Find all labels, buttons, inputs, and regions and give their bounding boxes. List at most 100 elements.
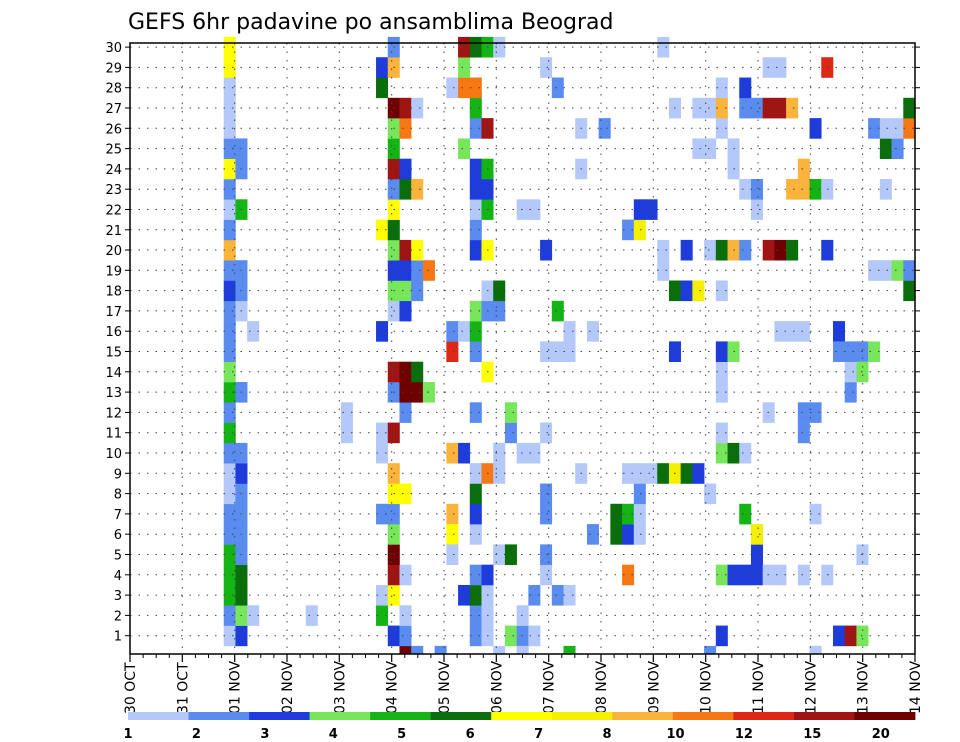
colorbar-swatch	[128, 712, 189, 720]
heatmap-cell	[469, 219, 482, 241]
heatmap-cell	[622, 503, 635, 525]
heatmap-cell	[223, 57, 236, 78]
heatmap-cell	[551, 584, 564, 606]
heatmap-cell	[376, 584, 389, 606]
heatmap-cell	[528, 625, 541, 647]
y-tick-label: 14	[105, 366, 122, 381]
heatmap-cell	[715, 361, 728, 383]
heatmap-cell	[376, 442, 389, 464]
y-tick-label: 12	[105, 406, 122, 421]
y-tick-label: 27	[105, 102, 122, 117]
heatmap-cell	[844, 341, 857, 362]
heatmap-cell	[657, 239, 670, 261]
colorbar-swatch	[188, 712, 250, 720]
heatmap-cell	[223, 544, 236, 565]
heatmap-cell	[469, 605, 482, 626]
heatmap-cell	[376, 422, 389, 444]
heatmap-cell	[715, 280, 728, 302]
heatmap-cell	[493, 300, 506, 322]
heatmap-cell	[633, 463, 646, 484]
heatmap-cell	[680, 280, 693, 302]
y-tick-label: 29	[105, 61, 122, 76]
heatmap-cell	[247, 605, 260, 626]
heatmap-cell	[469, 483, 482, 505]
x-tick-label: 10 NOV	[699, 660, 715, 714]
heatmap-cell	[633, 503, 646, 525]
colorbar-label: 20	[872, 727, 890, 742]
colorbar-label: 7	[534, 727, 543, 742]
heatmap-cell	[645, 199, 658, 220]
heatmap-cell	[715, 239, 728, 261]
colorbar-swatch	[854, 712, 916, 720]
heatmap-cell	[622, 524, 635, 545]
dotted-grid	[130, 43, 915, 654]
heatmap-cell	[786, 321, 799, 342]
heatmap-cell	[797, 564, 810, 586]
heatmap-cell	[493, 645, 506, 655]
colorbar-swatch	[733, 712, 795, 720]
heatmap-cell	[469, 321, 482, 342]
heatmap-cell	[411, 645, 424, 655]
heatmap-cell	[223, 483, 236, 505]
heatmap-cell	[844, 361, 857, 383]
x-tick-label: 31 OCT	[175, 662, 191, 714]
heatmap-cell	[458, 57, 471, 78]
x-tick-label: 11 NOV	[751, 660, 767, 714]
x-tick-label: 04 NOV	[385, 660, 401, 714]
heatmap-cell	[399, 483, 412, 505]
heatmap-cell	[879, 138, 892, 160]
heatmap-cell	[376, 219, 389, 241]
heatmap-cell	[223, 584, 236, 606]
colorbar-swatch	[612, 712, 674, 720]
heatmap-cell	[692, 97, 705, 119]
y-axis-ticks: 1234567891011121314151617181920212223242…	[105, 41, 920, 645]
heatmap-cell	[774, 97, 787, 119]
heatmap-cell	[469, 239, 482, 261]
y-tick-label: 8	[114, 488, 122, 503]
heatmap-cell	[223, 300, 236, 322]
heatmap-cell	[739, 97, 752, 119]
y-tick-label: 25	[105, 143, 122, 158]
heatmap-cell	[516, 605, 529, 626]
heatmap-cell	[458, 138, 471, 160]
heatmap-cell	[458, 77, 471, 99]
heatmap-cell	[223, 442, 236, 464]
heatmap-cell	[739, 77, 752, 99]
heatmap-cell	[739, 442, 752, 464]
y-tick-label: 13	[105, 386, 122, 401]
heatmap-cell	[399, 158, 412, 180]
heatmap-cell	[540, 341, 553, 362]
heatmap-cell	[786, 179, 799, 200]
heatmap-cell	[891, 118, 904, 139]
colorbar-label: 8	[602, 727, 611, 742]
heatmap-cell	[469, 199, 482, 220]
heatmap-cell	[809, 118, 822, 139]
heatmap-cell	[832, 321, 846, 342]
colorbar-label: 4	[329, 727, 338, 742]
heatmap-cell	[586, 524, 599, 545]
heatmap-cell	[376, 605, 389, 626]
heatmap-cell	[657, 260, 670, 281]
heatmap-cell	[715, 381, 728, 403]
y-tick-label: 24	[105, 163, 122, 178]
heatmap-cell	[540, 483, 553, 505]
x-tick-label: 12 NOV	[803, 660, 819, 714]
heatmap-cell	[750, 97, 763, 119]
heatmap-cell	[903, 260, 916, 281]
heatmap-cell	[399, 564, 412, 586]
heatmap-cell	[704, 645, 717, 655]
colorbar-swatch	[551, 712, 613, 720]
heatmap-cell	[903, 118, 916, 139]
heatmap-cell	[223, 321, 236, 342]
heatmap-cell	[223, 524, 236, 545]
heatmap-cell	[563, 584, 576, 606]
heatmap-cell	[446, 524, 459, 545]
heatmap-cell	[903, 97, 916, 119]
heatmap-cell	[223, 219, 236, 241]
heatmap-cell	[809, 402, 822, 423]
heatmap-cell	[633, 524, 646, 545]
y-tick-label: 19	[105, 264, 122, 279]
heatmap-cell	[540, 239, 553, 261]
heatmap-cell	[657, 463, 670, 484]
heatmap-cell	[797, 158, 810, 180]
